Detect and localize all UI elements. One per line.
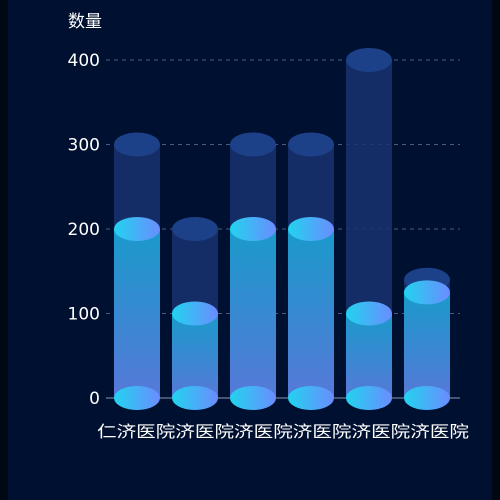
bar-value-cap	[404, 280, 450, 305]
bar-base-cap	[288, 386, 334, 410]
bar-value-cap	[230, 217, 276, 241]
bar-value-cap	[288, 217, 334, 241]
bar-background-cap	[288, 132, 334, 157]
bar-background-cap	[230, 132, 276, 157]
y-tick-label: 400	[68, 51, 100, 71]
bar-value	[114, 229, 160, 398]
chart-panel: 数量 0 100 200 300 400 仁济医院济医院济医院济医院济医院济医院	[8, 0, 492, 500]
bar-chart: 数量 0 100 200 300 400 仁济医院济医院济医院济医院济医院济医院	[68, 12, 469, 441]
y-tick-label: 0	[89, 389, 100, 409]
y-axis-unit-label: 数量	[68, 12, 102, 32]
bar-base-cap	[230, 386, 276, 410]
y-axis-ticks: 0 100 200 300 400	[68, 51, 100, 409]
bar-background-cap	[346, 48, 392, 72]
bar-value-cap	[346, 301, 392, 326]
bar-group	[288, 132, 334, 410]
bar-group	[404, 267, 450, 410]
bar-group	[230, 132, 276, 410]
bar-base-cap	[114, 386, 160, 410]
bar-background-cap	[172, 217, 218, 241]
bar-value-cap	[114, 217, 160, 241]
bar-value	[230, 229, 276, 398]
bar-base-cap	[172, 386, 218, 410]
bar-value	[346, 313, 392, 398]
bar-value	[288, 229, 334, 398]
bar-base-cap	[346, 386, 392, 410]
bar-background-cap	[114, 132, 160, 157]
bar-value-cap	[172, 301, 218, 326]
bar-value	[172, 313, 218, 398]
y-tick-label: 300	[68, 136, 100, 156]
x-axis-category-labels: 仁济医院济医院济医院济医院济医院济医院	[97, 422, 469, 441]
bar-value	[404, 292, 450, 398]
y-tick-label: 200	[68, 220, 100, 240]
grid-lines	[106, 59, 460, 399]
bar-group	[346, 48, 392, 410]
bar-group	[172, 217, 218, 410]
bars	[114, 48, 450, 410]
y-tick-label: 100	[68, 305, 100, 325]
bar-base-cap	[404, 386, 450, 410]
bar-group	[114, 132, 160, 410]
